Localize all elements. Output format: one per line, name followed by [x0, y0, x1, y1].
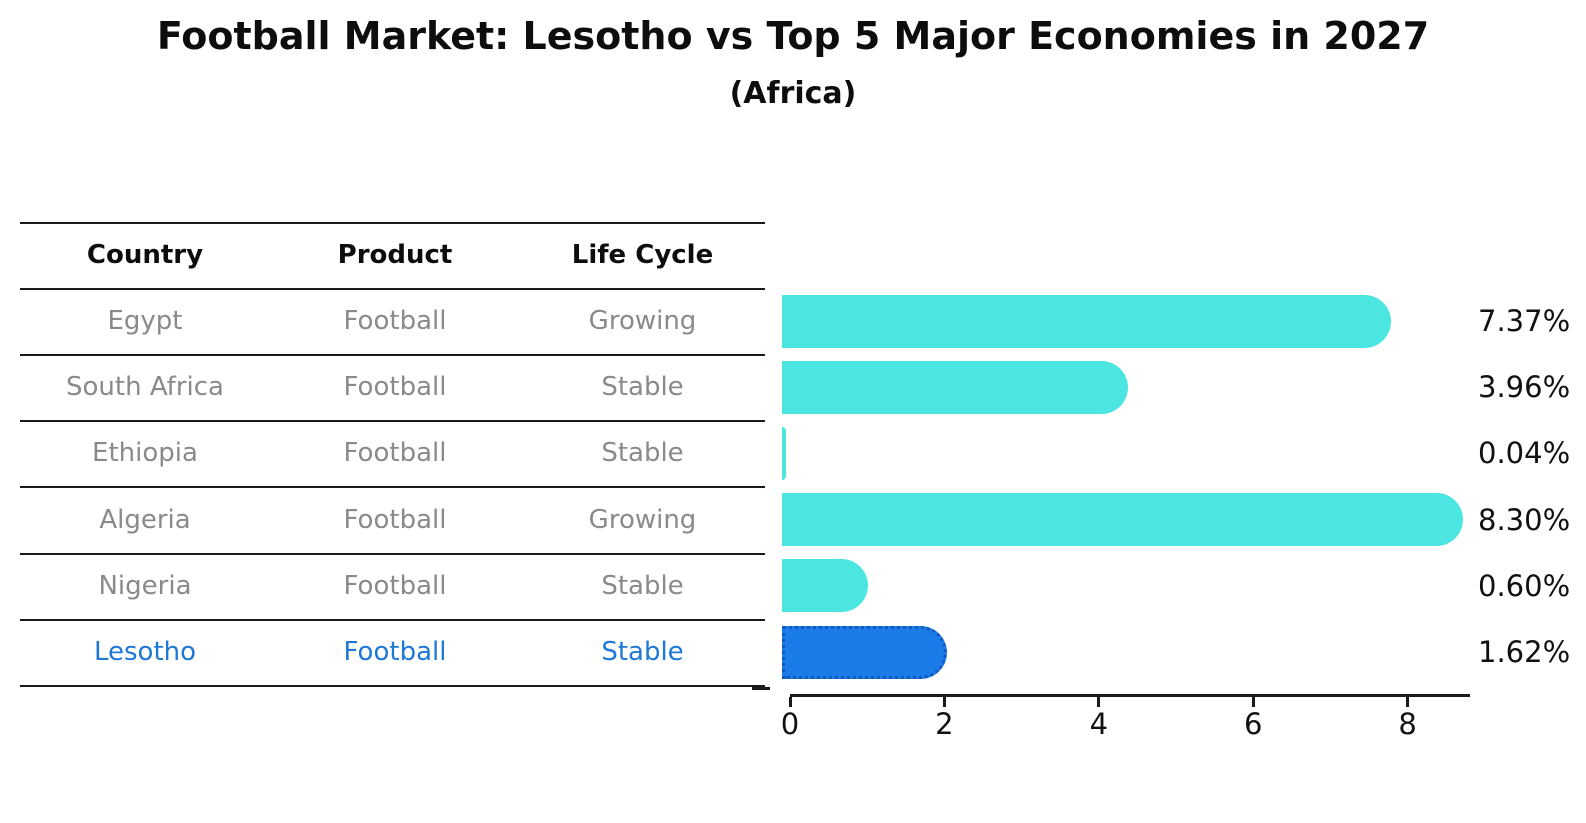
chart-subtitle: (Africa) — [729, 76, 857, 111]
axis-left-dash — [752, 687, 770, 690]
table-rule — [20, 420, 765, 423]
table-cell-product-highlight: Football — [343, 637, 447, 667]
table-cell-country: Algeria — [99, 504, 191, 535]
table-cell-product: Football — [343, 504, 447, 535]
table-cell-product: Football — [343, 438, 447, 469]
table-cell-product: Football — [343, 372, 447, 403]
x-axis-tick — [942, 697, 946, 707]
table-cell-country: Egypt — [107, 306, 183, 336]
bar-ethiopia — [782, 426, 786, 480]
x-axis-tick-label: 4 — [1089, 707, 1109, 741]
chart-title: Football Market: Lesotho vs Top 5 Major … — [156, 14, 1430, 58]
value-label: 7.37% — [1478, 304, 1571, 338]
table-cell-product: Football — [343, 306, 447, 336]
table-rule — [20, 618, 765, 621]
table-rule — [20, 684, 765, 687]
x-axis-tick-label: 2 — [935, 707, 954, 741]
value-label: 1.62% — [1478, 635, 1571, 669]
x-axis-tick — [1406, 697, 1410, 707]
table-cell-product: Football — [343, 570, 447, 601]
bar-south-africa — [782, 360, 1128, 414]
table-rule — [20, 486, 765, 489]
table-cell-country: Ethiopia — [92, 438, 198, 469]
x-axis-tick-label: 0 — [780, 707, 800, 741]
table-cell-life-cycle: Growing — [588, 306, 697, 336]
x-axis-tick-label: 6 — [1243, 707, 1263, 741]
bar-nigeria — [782, 559, 868, 613]
value-label: 0.60% — [1478, 568, 1571, 603]
x-axis-line — [790, 694, 1470, 697]
table-rule — [20, 287, 765, 290]
table-cell-country-highlight: Lesotho — [93, 637, 197, 667]
table-cell-life-cycle: Growing — [588, 504, 697, 535]
table-header-country: Country — [86, 240, 204, 270]
table-rule — [20, 221, 765, 224]
table-rule — [20, 353, 765, 356]
x-axis-tick — [1251, 697, 1255, 707]
x-axis-tick-label: 8 — [1398, 707, 1417, 741]
x-axis-tick — [1097, 697, 1101, 707]
table-cell-country: Nigeria — [98, 570, 192, 601]
bar-algeria — [782, 493, 1463, 547]
bar-egypt — [782, 294, 1391, 348]
table-cell-life-cycle-highlight: Stable — [601, 637, 684, 667]
value-label: 0.04% — [1478, 436, 1571, 471]
table-header-product: Product — [337, 240, 453, 270]
x-axis-tick — [788, 697, 792, 707]
table-rule — [20, 552, 765, 555]
value-label: 3.96% — [1478, 370, 1571, 405]
table-header-life-cycle: Life Cycle — [571, 240, 714, 270]
bar-lesotho-highlight — [782, 625, 947, 679]
table-cell-life-cycle: Stable — [601, 570, 684, 601]
value-label: 8.30% — [1478, 502, 1571, 537]
table-cell-life-cycle: Stable — [601, 438, 684, 469]
table-cell-country: South Africa — [66, 372, 224, 403]
table-cell-life-cycle: Stable — [601, 372, 684, 403]
